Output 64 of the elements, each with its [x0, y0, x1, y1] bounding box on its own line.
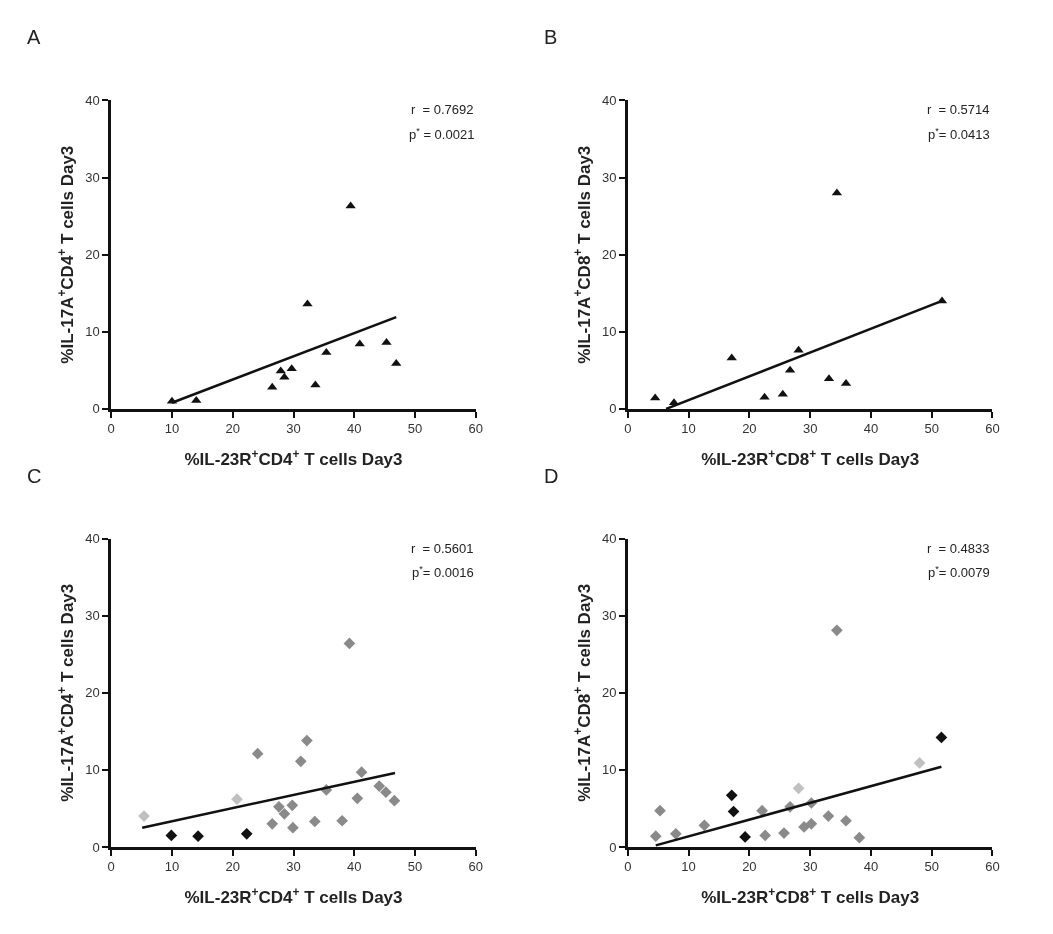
chart-title: A	[27, 26, 41, 48]
x-tick-label: 50	[407, 859, 423, 875]
y-tick-label: 20	[85, 247, 100, 263]
x-tick-label: 50	[407, 421, 423, 437]
y-tick-label: 10	[85, 762, 100, 778]
y-tick-label: 10	[601, 762, 617, 778]
x-axis-title: %IL-23R$^{+}$CD8$^{+}$ T cells Day3	[701, 884, 920, 907]
annotation: r = 0.5714	[927, 102, 990, 117]
y-tick-label: 20	[601, 247, 617, 263]
x-tick-label: 40	[347, 859, 362, 875]
chart-title: C	[27, 465, 42, 487]
annotation: r = 0.4833	[927, 541, 990, 556]
annotation: p$^{*}$= 0.0016	[412, 564, 474, 581]
annotation: r = 0.5601	[411, 541, 474, 556]
annotation: p$^{*}$= 0.0079	[928, 564, 990, 581]
y-tick-label: 0	[92, 401, 100, 417]
x-tick-label: 20	[225, 421, 240, 437]
x-tick-label: 30	[802, 421, 818, 437]
x-tick-label: 30	[802, 859, 818, 875]
x-tick-label: 0	[107, 859, 115, 875]
y-tick-label: 0	[609, 839, 617, 855]
x-tick-label: 10	[164, 421, 180, 437]
chart-title: B	[544, 26, 558, 48]
x-tick-label: 10	[681, 859, 696, 875]
y-tick-label: 20	[85, 685, 100, 701]
x-tick-label: 60	[468, 421, 484, 437]
x-tick-label: 20	[225, 859, 240, 875]
y-tick-label: 40	[85, 531, 100, 547]
y-tick-label: 20	[601, 685, 617, 701]
x-tick-label: 10	[681, 421, 696, 437]
x-tick-label: 40	[863, 421, 879, 437]
x-tick-label: 50	[924, 421, 939, 437]
x-tick-label: 60	[985, 421, 1000, 437]
x-tick-label: 0	[107, 421, 115, 437]
annotation: r = 0.7692	[411, 102, 474, 117]
chart-title: D	[544, 465, 559, 487]
x-tick-label: 10	[164, 859, 180, 875]
x-axis-title: %IL-23R$^{+}$CD8$^{+}$ T cells Day3	[701, 446, 920, 469]
x-tick-label: 0	[624, 859, 632, 875]
annotation: p$^{*}$= 0.0413	[928, 126, 990, 143]
x-tick-label: 40	[863, 859, 879, 875]
y-tick-label: 30	[601, 608, 617, 624]
x-tick-label: 30	[286, 859, 301, 875]
x-tick-label: 20	[742, 859, 757, 875]
y-tick-label: 30	[85, 170, 100, 186]
x-tick-label: 60	[985, 859, 1000, 875]
y-tick-label: 10	[601, 324, 617, 340]
x-tick-label: 20	[742, 421, 757, 437]
x-axis-title: %IL-23R$^{+}$CD4$^{+}$ T cells Day3	[184, 884, 403, 907]
x-tick-label: 60	[468, 859, 484, 875]
x-axis-title: %IL-23R$^{+}$CD4$^{+}$ T cells Day3	[184, 446, 403, 469]
y-tick-label: 0	[609, 401, 617, 417]
x-tick-label: 40	[347, 421, 362, 437]
y-tick-label: 10	[85, 324, 100, 340]
y-tick-label: 40	[85, 93, 100, 109]
x-tick-label: 0	[624, 421, 632, 437]
x-tick-label: 50	[924, 859, 939, 875]
y-tick-label: 30	[85, 608, 100, 624]
y-tick-label: 30	[601, 170, 617, 186]
annotation: p$^{*}$ = 0.0021	[409, 126, 475, 143]
y-tick-label: 0	[92, 839, 100, 855]
y-tick-label: 40	[601, 93, 617, 109]
y-tick-label: 40	[601, 531, 617, 547]
x-tick-label: 30	[286, 421, 301, 437]
